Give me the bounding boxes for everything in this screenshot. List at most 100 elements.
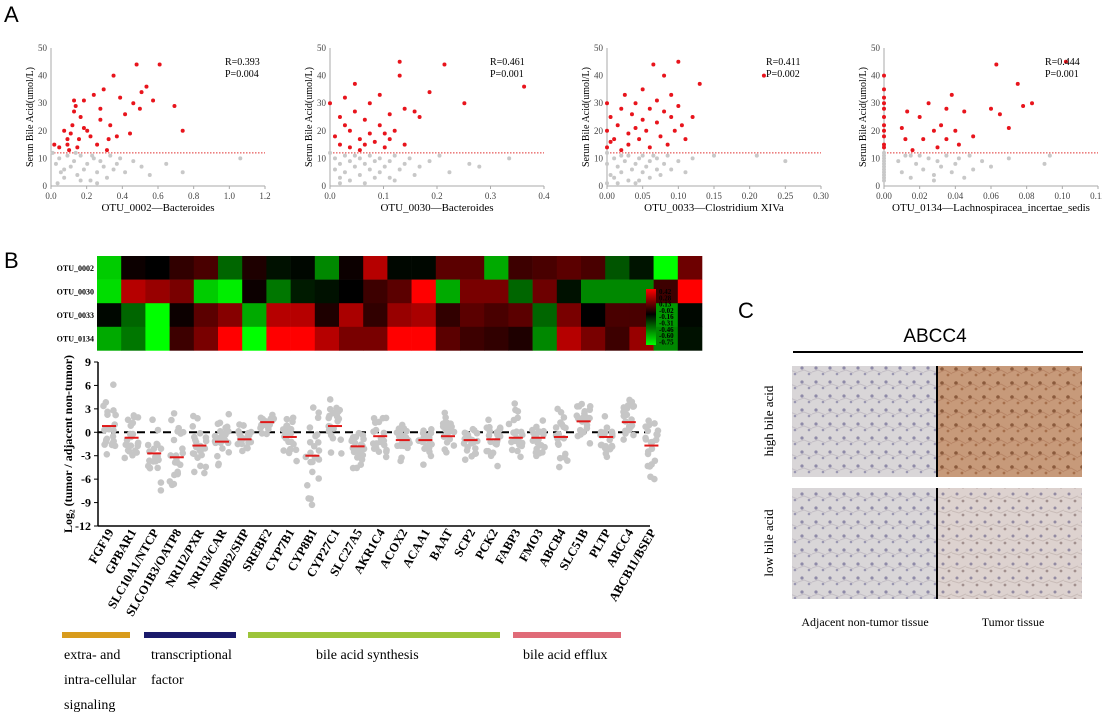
scatter-point: [362, 142, 367, 147]
scatter-point: [761, 73, 766, 78]
heatmap-cell: [460, 303, 485, 328]
scatter-point: [387, 112, 392, 117]
expression-point: [257, 424, 264, 432]
scatter-point: [427, 90, 432, 95]
scatter-point: [477, 164, 482, 169]
expression-point: [529, 426, 536, 434]
scatter-point: [989, 106, 993, 111]
scatter-point: [633, 161, 638, 166]
scatter-plot-3: 0 10 20 30 40 50 0.00 0.05 0.10 0.15 0.20 0.25 0.30 R…: [581, 43, 829, 214]
group-label-signaling-3: signaling: [64, 698, 115, 713]
heatmap-cell: [460, 279, 485, 304]
heatmap-cell: [314, 303, 340, 328]
scatter-point: [626, 142, 631, 147]
expression-point: [225, 448, 233, 456]
scatter-point: [75, 145, 80, 150]
group-label-signaling-2: intra-cellular: [64, 673, 137, 688]
y-axis-title: Serun Bile Acid(umol/L): [304, 67, 315, 167]
heatmap-cell: [290, 256, 316, 280]
expression-point: [302, 453, 310, 461]
expression-point: [628, 398, 636, 406]
scatter-point: [114, 161, 119, 166]
expression-point: [370, 414, 378, 422]
expression-point: [104, 411, 111, 418]
dot-y-tick-label: -6: [81, 472, 91, 486]
expression-point: [258, 430, 266, 437]
scatter-point: [676, 103, 681, 108]
scatter-point: [128, 131, 133, 136]
ihc-high-normal: [792, 366, 936, 477]
y-tick-label: 10: [594, 153, 604, 163]
heatmap-cell: [411, 326, 437, 351]
scatter-point: [651, 153, 656, 158]
expression-point: [175, 424, 182, 432]
heatmap-cell: [169, 256, 195, 280]
heatmap-cell: [677, 279, 703, 304]
scatter-point: [935, 145, 940, 150]
expression-point: [216, 427, 224, 435]
y-tick-label: 0: [322, 181, 327, 191]
group-label-transcription-1: transcriptional: [151, 648, 232, 663]
heatmap-row-label: OTU_0030: [57, 287, 94, 296]
legend-tick-label: 0.13: [659, 301, 672, 309]
expression-point: [211, 432, 219, 440]
scatter-point: [754, 153, 759, 158]
scatter-point: [605, 101, 609, 106]
scatter-point: [81, 98, 86, 103]
scatter-point: [81, 126, 86, 131]
scatter-point: [95, 142, 100, 147]
y-tick-label: 20: [38, 126, 48, 136]
scatter-point: [905, 109, 910, 114]
heatmap-cell: [387, 303, 412, 328]
expression-point: [337, 436, 345, 443]
legend-tick-label: -0.46: [659, 326, 674, 334]
expression-point: [461, 456, 469, 463]
scatter-point: [619, 170, 624, 175]
scatter-point: [180, 128, 185, 133]
scatter-point: [882, 150, 886, 155]
scatter-point: [971, 167, 976, 172]
heatmap-cell: [145, 303, 170, 328]
scatter-point: [962, 175, 967, 180]
expression-point: [372, 444, 380, 452]
expression-point: [194, 415, 201, 422]
expression-point: [154, 453, 161, 460]
scatter-point: [104, 175, 109, 180]
heatmap-cell: [484, 326, 509, 351]
expression-point: [269, 411, 276, 419]
x-tick-label: 0.25: [777, 191, 793, 201]
scatter-point: [962, 109, 967, 114]
y-tick-label: 30: [317, 98, 327, 108]
group-label-transcription-2: factor: [151, 673, 184, 688]
expression-point: [644, 448, 652, 455]
heatmap-cell: [411, 303, 437, 328]
scatter-point: [690, 115, 695, 119]
scatter-point: [1042, 161, 1047, 166]
scatter-point: [172, 103, 177, 108]
scatter-point: [111, 167, 116, 172]
scatter-point: [139, 164, 144, 169]
expression-point: [514, 414, 521, 422]
scatter-point: [417, 115, 422, 119]
expression-point: [144, 462, 152, 470]
scatter-point: [372, 175, 377, 180]
expression-point: [125, 447, 133, 455]
scatter-point: [437, 153, 442, 158]
heatmap-cell: [629, 256, 654, 280]
heatmap-cell: [435, 256, 461, 280]
expression-point: [247, 438, 255, 446]
x-tick-label: 0.4: [117, 191, 129, 201]
expression-point: [306, 424, 314, 431]
x-tick-label: 0.30: [813, 191, 829, 201]
scatter-point: [953, 128, 958, 133]
scatter-point: [52, 142, 57, 147]
scatter-point: [712, 153, 716, 158]
y-tick-label: 50: [38, 43, 48, 53]
legend-tick-label: -0.16: [659, 313, 674, 321]
scatter-point: [662, 161, 667, 166]
expression-point: [110, 381, 117, 388]
expression-point: [496, 425, 504, 433]
expression-point: [398, 421, 406, 429]
panel-label-c: C: [738, 298, 754, 323]
expression-point: [214, 452, 221, 460]
